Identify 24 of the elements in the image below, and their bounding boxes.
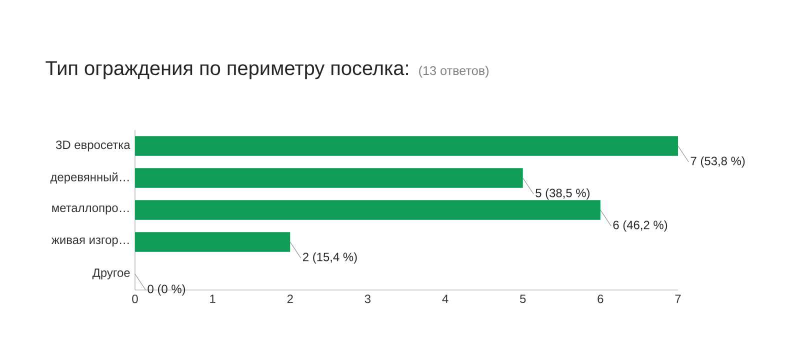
bar <box>135 200 600 220</box>
bar <box>135 168 523 188</box>
bar <box>135 232 290 252</box>
bar <box>135 136 678 156</box>
y-tick-label: металлопро… <box>52 206 129 214</box>
chart-title: Тип ограждения по периметру поселка: <box>46 61 408 80</box>
chart-subtitle: (13 ответов) <box>419 66 488 78</box>
x-tick-label: 4 <box>442 294 448 303</box>
y-tick-label: живая изгор… <box>52 238 129 246</box>
x-tick-label: 2 <box>287 294 293 304</box>
data-label: 6 (46,2 %) <box>613 220 668 232</box>
x-tick-label: 7 <box>675 294 681 303</box>
y-tick-label: деревянный… <box>50 172 129 184</box>
x-tick-label: 6 <box>598 294 604 304</box>
y-tick-label: 3D евросетка <box>56 140 130 152</box>
x-tick-label: 5 <box>520 294 526 304</box>
data-label: 5 (38,5 %) <box>536 188 590 200</box>
data-label: 2 (15,4 %) <box>303 252 357 264</box>
y-tick-label: Другое <box>92 268 130 280</box>
x-tick-label: 3 <box>364 294 371 304</box>
data-label: 7 (53,8 %) <box>690 156 745 168</box>
data-label: 0 (0 %) <box>148 284 186 296</box>
x-tick-label: 1 <box>210 294 216 303</box>
x-tick-label: 0 <box>132 294 138 304</box>
